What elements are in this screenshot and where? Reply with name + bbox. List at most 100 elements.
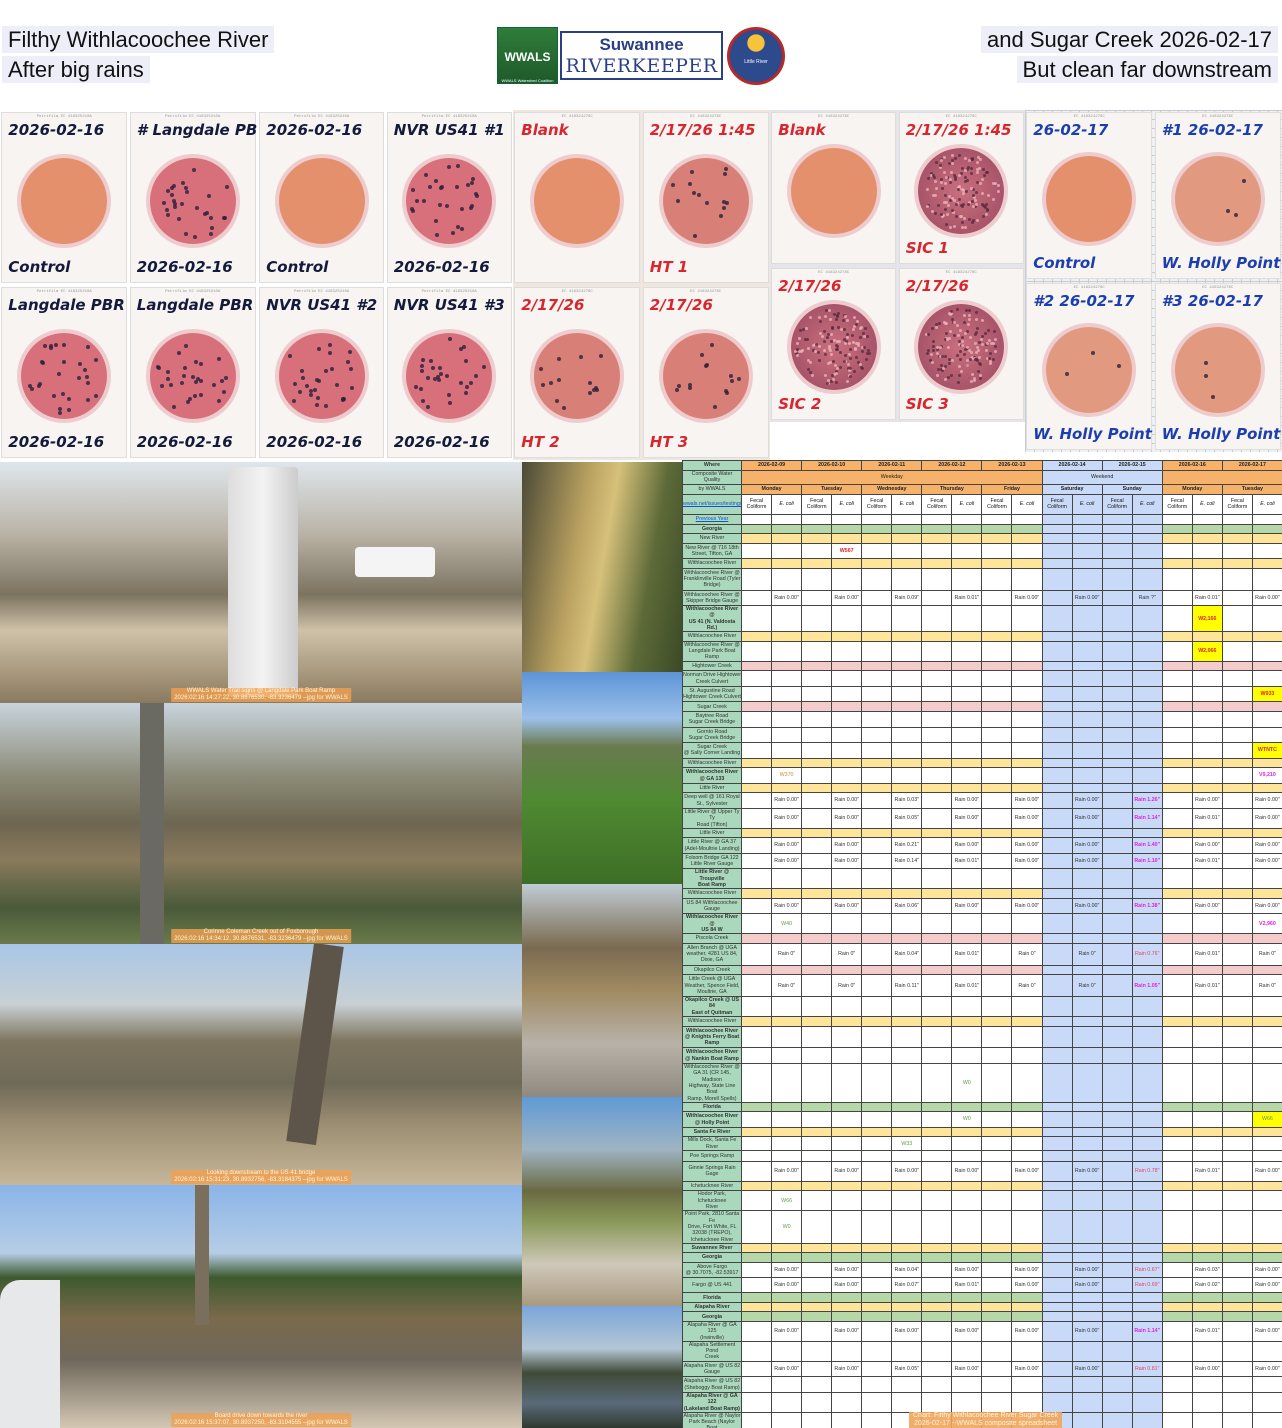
culture-circle [1174,326,1261,413]
data-cell [951,1047,983,1065]
rain-value: Rain 0.00" [831,1160,863,1182]
colony-dot [222,390,227,395]
data-cell [1161,1136,1193,1151]
colony-dot [801,327,805,331]
data-cell [891,767,923,784]
site-row: Ginnie Springs Rain Gage Rain 0.00" Rain 0… [682,1160,1282,1182]
data-cell [1221,660,1253,672]
colony-dot [829,318,833,322]
colony-dot [410,206,415,211]
data-cell [1041,1149,1073,1162]
ecoli-header: E. coli [1251,493,1282,515]
data-cell [1011,542,1043,560]
colony-dot [556,357,561,362]
colony-dot [469,206,474,211]
handwritten-top-label: Langdale PBR #2 [8,295,151,314]
fecal-coliform-header: Fecal Coliform [1221,493,1253,515]
testing-link[interactable]: wwals.net/issues/testing/ [683,500,742,507]
section-row: Alapaha River [682,1301,1282,1313]
colony-dot [976,348,980,352]
colony-dot [721,205,726,210]
data-cell [1221,757,1253,769]
data-cell [1221,807,1253,829]
data-cell [1161,792,1193,809]
data-cell [1011,913,1043,935]
data-cell [771,1101,803,1113]
data-cell [861,1376,893,1393]
data-cell [861,742,893,759]
data-cell [801,1181,833,1192]
colony-dot [429,358,434,363]
colony-dot [817,315,821,319]
data-cell [1221,1016,1253,1027]
colony-dot [696,192,701,197]
colony-dot [181,181,186,186]
data-cell [1161,1340,1193,1362]
data-cell [1101,1190,1133,1212]
colony-dot [468,380,473,385]
data-cell [861,589,893,607]
data-cell [1191,1252,1223,1263]
data-cell [831,513,863,525]
colony-dot [939,164,943,168]
colony-dot [225,184,230,189]
data-cell [861,1210,893,1244]
colony-dot [950,158,954,162]
colony-dot [58,410,63,415]
data-cell [831,1190,863,1212]
previous-year-link[interactable]: Previous Year [695,515,729,522]
fecal-coliform-header: Fecal Coliform [1041,493,1073,515]
colony-dot [966,363,970,367]
colony-dot [810,373,814,377]
photo-caption: Board drive down towards the river 2026:0… [171,1413,351,1427]
colony-dot [929,173,933,177]
data-cell [740,710,773,728]
data-cell [740,1101,773,1113]
data-cell [921,1252,953,1263]
data-cell [801,710,833,728]
colony-dot [470,204,475,209]
site-row: Allen Branch @ UGA weather, 4281 US 84, … [682,942,1282,966]
colony-dot [854,341,858,345]
data-cell [801,1411,833,1428]
data-cell [921,701,953,712]
colony-dot [724,201,729,206]
data-cell [861,1242,893,1254]
colony-dot [940,369,944,373]
data-cell [1011,1301,1043,1313]
data-cell [1011,742,1043,759]
colony-dot [950,196,954,200]
colony-dot [953,225,957,229]
colony-dot [958,343,962,347]
data-cell [740,942,773,966]
handwritten-top-label: 2/17/26 [778,276,842,295]
data-cell [1161,1252,1193,1263]
colony-dot [314,378,319,383]
data-cell [1071,1252,1103,1263]
data-cell [1011,567,1043,591]
colony-dot [188,396,193,401]
data-cell [951,1376,983,1393]
colony-dot [968,158,972,162]
colony-dot [987,194,991,198]
colony-dot [948,199,952,203]
colony-dot [816,350,820,354]
data-cell [891,1149,923,1162]
data-cell [1161,1376,1193,1393]
data-cell [771,964,803,976]
petrifilm-plate: Petrifilm EC 418325210A # Langdale PBR 202… [129,111,257,284]
colony-dot [314,402,319,407]
handwritten-top-label: Langdale PBR #3 [136,295,257,314]
data-cell [1191,1301,1223,1313]
colony-dot [692,234,697,239]
data-cell [1131,631,1163,642]
where-link-cell: wwals.net/issues/testing/ [682,493,742,515]
data-cell [1071,1340,1103,1362]
data-cell [1101,701,1133,712]
data-cell [801,567,833,591]
data-cell [921,670,953,687]
colony-dot [77,362,82,367]
data-cell [1161,888,1193,899]
colony-dot [826,382,830,386]
colony-dot [341,397,346,402]
